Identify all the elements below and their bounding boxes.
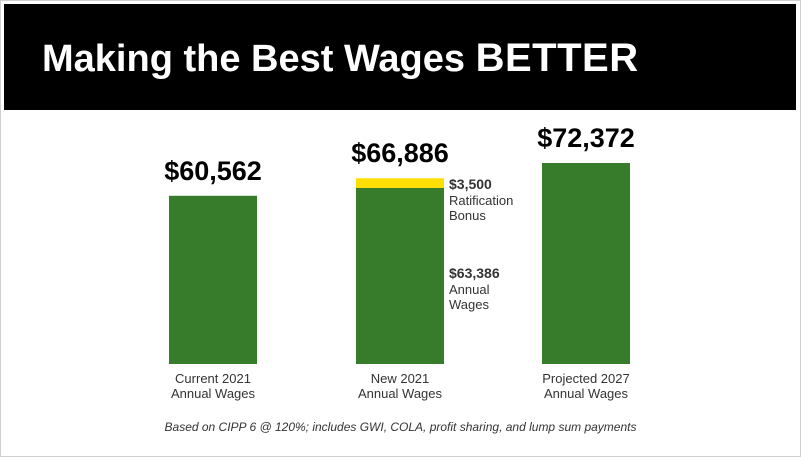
bar-total-label: $60,562 [164, 156, 262, 186]
category-label: New 2021 [371, 371, 430, 386]
bar-wages [169, 195, 257, 364]
title-main: Making the Best Wages [42, 38, 466, 80]
segment-caption-label: Wages [449, 297, 489, 312]
segment-value-label: $3,500 [449, 176, 492, 192]
bar-total-label: $66,886 [351, 138, 449, 168]
bar-total-label: $72,372 [537, 123, 635, 153]
footnote: Based on CIPP 6 @ 120%; includes GWI, CO… [164, 420, 637, 434]
category-label: Current 2021 [175, 371, 251, 386]
segment-caption-label: Annual [449, 282, 490, 297]
segment-caption-label: Bonus [449, 208, 486, 223]
category-label: Annual Wages [358, 386, 443, 401]
slide-title: Making the Best Wages BETTER [42, 36, 639, 81]
bar-bonus [356, 178, 444, 188]
segment-caption-label: Ratification [449, 193, 513, 208]
segment-value-label: $63,386 [449, 265, 500, 281]
title-emphasis: BETTER [475, 36, 639, 80]
title-banner: Making the Best Wages BETTER [4, 4, 796, 110]
category-label: Projected 2027 [542, 371, 629, 386]
category-label: Annual Wages [171, 386, 256, 401]
category-label: Annual Wages [544, 386, 629, 401]
bar-wages [356, 187, 444, 364]
bar-wages [542, 163, 630, 364]
